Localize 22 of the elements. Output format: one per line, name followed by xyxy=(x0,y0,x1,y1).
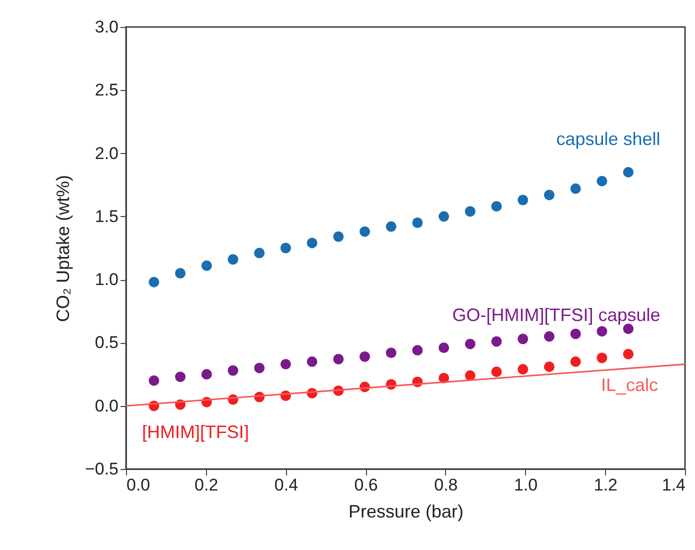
x-tick-label: 0.8 xyxy=(434,476,458,494)
y-tick-label: 2.0 xyxy=(94,144,118,163)
x-tick-label: 1.2 xyxy=(594,476,618,494)
series-label: [HMIM][TFSI] xyxy=(142,422,249,442)
x-tick-label: 1.0 xyxy=(514,476,538,494)
x-tick-label: 1.4 xyxy=(662,476,686,494)
x-axis-title: Pressure (bar) xyxy=(348,502,464,522)
y-tick-label: 2.5 xyxy=(94,80,118,100)
y-tick-label: 1.5 xyxy=(94,206,118,226)
x-tick-label: 0.4 xyxy=(274,476,298,494)
y-axis-title: CO₂ Uptake (wt%) xyxy=(52,174,73,322)
y-tick-label: 1.0 xyxy=(94,270,118,290)
series-label: IL_calc xyxy=(600,375,658,396)
x-tick-label: 0.2 xyxy=(194,476,218,494)
series-label: GO-[HMIM][TFSI] capsule xyxy=(452,304,660,325)
series-label: capsule shell xyxy=(556,129,660,150)
x-tick-label: 0.0 xyxy=(126,476,150,494)
y-tick-label: 0.0 xyxy=(94,396,118,416)
y-tick-label: 3.0 xyxy=(94,18,118,36)
y-tick-label: 0.5 xyxy=(94,333,118,352)
y-tick-label: −0.5 xyxy=(84,460,118,478)
x-tick-label: 0.6 xyxy=(354,476,378,494)
